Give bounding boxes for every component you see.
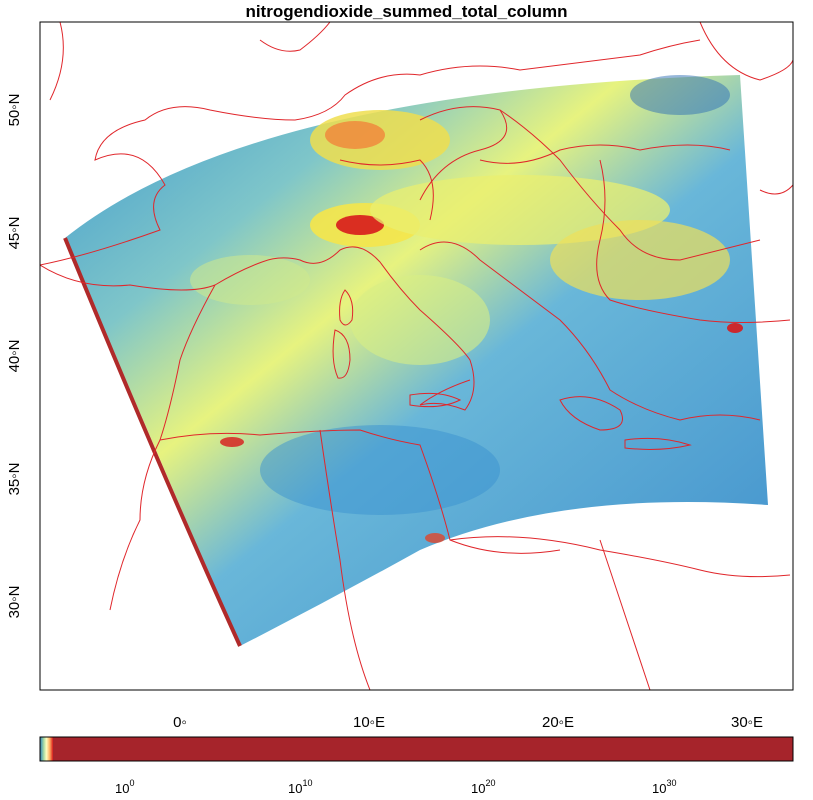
hotspot-tunis xyxy=(425,533,445,543)
colorbar-tick-label: 1020 xyxy=(471,778,495,796)
plot-frame xyxy=(39,21,794,691)
colorbar-tick-label: 1010 xyxy=(288,778,312,796)
y-tick-label: 40◦N xyxy=(6,340,23,373)
y-axis: 30◦N 35◦N 40◦N 45◦N 50◦N xyxy=(6,94,23,619)
y-tick-label: 50◦N xyxy=(6,94,23,127)
hotspot-algiers xyxy=(220,437,244,447)
no2-swath xyxy=(63,75,768,647)
y-tick-label: 45◦N xyxy=(6,217,23,250)
x-tick-label: 30◦E xyxy=(731,714,763,731)
map-title: nitrogendioxide_summed_total_column xyxy=(245,2,568,21)
band-italy xyxy=(350,275,490,365)
colorbar-gradient-segment xyxy=(40,737,53,761)
hotspot-istanbul xyxy=(727,323,743,333)
x-tick-label: 0◦ xyxy=(173,714,187,731)
low-sea xyxy=(260,425,500,515)
x-axis: 0◦ 10◦E 20◦E 30◦E xyxy=(173,714,763,731)
hotspot-central-europe-core xyxy=(325,121,385,149)
y-tick-label: 35◦N xyxy=(6,463,23,496)
hotspot-po-valley-core xyxy=(336,215,384,235)
low-north xyxy=(630,75,730,115)
colorbar: 100 1010 1020 1030 xyxy=(39,736,794,796)
x-tick-label: 20◦E xyxy=(542,714,574,731)
colorbar-tick-label: 100 xyxy=(115,778,134,796)
band-balkans xyxy=(550,220,730,300)
y-tick-label: 30◦N xyxy=(6,586,23,619)
swath-edge xyxy=(63,237,242,647)
band-spain-east xyxy=(190,255,310,305)
country-borders xyxy=(40,22,793,690)
colorbar-tick-label: 1030 xyxy=(652,778,676,796)
colorbar-frame xyxy=(39,736,794,762)
x-tick-label: 10◦E xyxy=(353,714,385,731)
colorbar-fill xyxy=(53,737,793,761)
